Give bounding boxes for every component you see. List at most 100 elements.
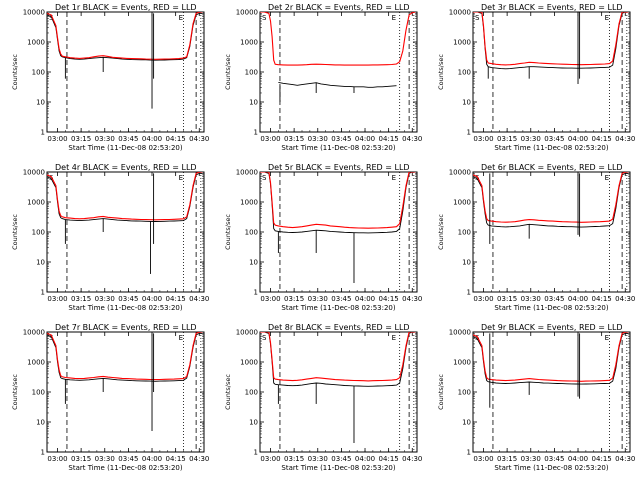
plot-frame: [472, 11, 631, 133]
x-tick-label: 04:30: [615, 295, 635, 303]
x-tick-label: 03:00: [47, 135, 67, 143]
y-axis-label: Counts/sec: [11, 214, 19, 250]
subplot-2: Det 2r BLACK = Events, RED = LLD 1 10 100 10…: [224, 3, 422, 152]
x-tick-label: 04:00: [142, 295, 162, 303]
y-tick-label: 10: [36, 99, 45, 107]
y-tick-label: 10: [36, 419, 45, 427]
y-tick-label: 10000: [23, 329, 45, 337]
y-tick-label: 10000: [449, 169, 471, 177]
events-series-line: [47, 332, 203, 382]
x-tick-label: 04:15: [379, 455, 399, 463]
y-tick-label: 1: [254, 289, 258, 297]
y-axis-label: Counts/sec: [437, 214, 445, 250]
end-marker: E: [179, 334, 183, 342]
x-tick-label: 03:30: [308, 295, 328, 303]
subplot-6: Det 6r BLACK = Events, RED = LLD 1 10 100 10…: [437, 163, 635, 312]
lld-series-line: [47, 332, 203, 381]
y-tick-label: 1000: [453, 359, 471, 367]
x-tick-label: 04:15: [379, 135, 399, 143]
x-tick-label: 04:30: [402, 295, 422, 303]
lld-series-line: [473, 12, 629, 66]
x-tick-label: 04:30: [615, 455, 635, 463]
lld-series-line: [260, 332, 416, 382]
y-tick-label: 1000: [27, 39, 45, 47]
y-tick-label: 1000: [240, 39, 258, 47]
y-tick-label: 10000: [449, 9, 471, 17]
y-tick-label: 10000: [236, 9, 258, 17]
x-tick-label: 04:15: [379, 295, 399, 303]
y-tick-label: 1000: [27, 199, 45, 207]
x-tick-label: 03:45: [544, 455, 564, 463]
x-tick-label: 03:15: [71, 295, 91, 303]
start-marker: S: [262, 14, 267, 22]
y-tick-label: 1: [467, 129, 471, 137]
subplot-title: Det 7r BLACK = Events, RED = LLD: [55, 323, 197, 332]
x-axis-label: Start Time (11-Dec-08 02:53:20): [281, 144, 395, 152]
y-axis-label: Counts/sec: [224, 374, 232, 410]
y-tick-label: 10: [36, 259, 45, 267]
x-tick-label: 04:00: [568, 455, 588, 463]
y-tick-label: 1: [254, 449, 258, 457]
y-tick-label: 10: [249, 99, 258, 107]
x-tick-label: 03:30: [95, 455, 115, 463]
x-tick-label: 03:00: [473, 455, 493, 463]
y-tick-label: 1: [467, 289, 471, 297]
end-marker: E: [605, 174, 609, 182]
y-axis-label: Counts/sec: [437, 374, 445, 410]
x-tick-label: 04:00: [142, 135, 162, 143]
y-tick-label: 100: [32, 229, 45, 237]
x-tick-label: 03:30: [521, 295, 541, 303]
x-tick-label: 03:45: [331, 295, 351, 303]
x-axis-label: Start Time (11-Dec-08 02:53:20): [281, 304, 395, 312]
x-tick-label: 03:45: [118, 135, 138, 143]
end-marker: E: [179, 174, 183, 182]
y-tick-label: 1: [254, 129, 258, 137]
end-marker: E: [392, 14, 396, 22]
plot-frame: [46, 171, 205, 293]
y-axis-label: Counts/sec: [11, 374, 19, 410]
y-tick-label: 10000: [449, 329, 471, 337]
subplot-title: Det 1r BLACK = Events, RED = LLD: [55, 3, 197, 12]
y-axis-label: Counts/sec: [224, 54, 232, 90]
y-axis-label: Counts/sec: [437, 54, 445, 90]
start-marker: S: [262, 174, 267, 182]
x-tick-label: 03:00: [47, 295, 67, 303]
x-tick-label: 03:00: [473, 135, 493, 143]
y-tick-label: 10000: [23, 169, 45, 177]
x-tick-label: 04:15: [166, 455, 186, 463]
end-marker: E: [392, 174, 396, 182]
x-tick-label: 03:45: [331, 135, 351, 143]
events-series-line: [47, 12, 203, 61]
y-tick-label: 10: [249, 419, 258, 427]
x-tick-label: 04:30: [402, 455, 422, 463]
lld-series-line: [47, 12, 203, 60]
x-tick-label: 03:30: [308, 135, 328, 143]
x-axis-label: Start Time (11-Dec-08 02:53:20): [281, 464, 395, 472]
x-tick-label: 03:15: [497, 135, 517, 143]
end-marker: E: [392, 334, 396, 342]
y-tick-label: 1000: [27, 359, 45, 367]
y-tick-label: 10000: [23, 9, 45, 17]
y-tick-label: 100: [245, 229, 258, 237]
x-tick-label: 03:45: [118, 295, 138, 303]
plot-frame: [46, 11, 205, 133]
y-tick-label: 100: [458, 389, 471, 397]
x-tick-label: 03:45: [118, 455, 138, 463]
x-tick-label: 03:15: [71, 135, 91, 143]
x-tick-label: 04:15: [592, 295, 612, 303]
x-tick-label: 04:00: [568, 135, 588, 143]
x-tick-label: 04:30: [189, 295, 209, 303]
x-tick-label: 04:30: [189, 455, 209, 463]
x-axis-label: Start Time (11-Dec-08 02:53:20): [68, 304, 182, 312]
plot-frame: [472, 171, 631, 293]
subplot-9: Det 9r BLACK = Events, RED = LLD 1 10 100 10…: [437, 323, 635, 472]
x-tick-label: 03:00: [260, 295, 280, 303]
events-series-line: [473, 332, 629, 385]
y-tick-label: 100: [245, 69, 258, 77]
subplot-title: Det 2r BLACK = Events, RED = LLD: [268, 3, 410, 12]
plot-frame: [259, 11, 418, 133]
y-tick-label: 10000: [236, 169, 258, 177]
x-tick-label: 03:30: [95, 295, 115, 303]
plot-frame: [46, 331, 205, 453]
x-tick-label: 03:45: [544, 295, 564, 303]
